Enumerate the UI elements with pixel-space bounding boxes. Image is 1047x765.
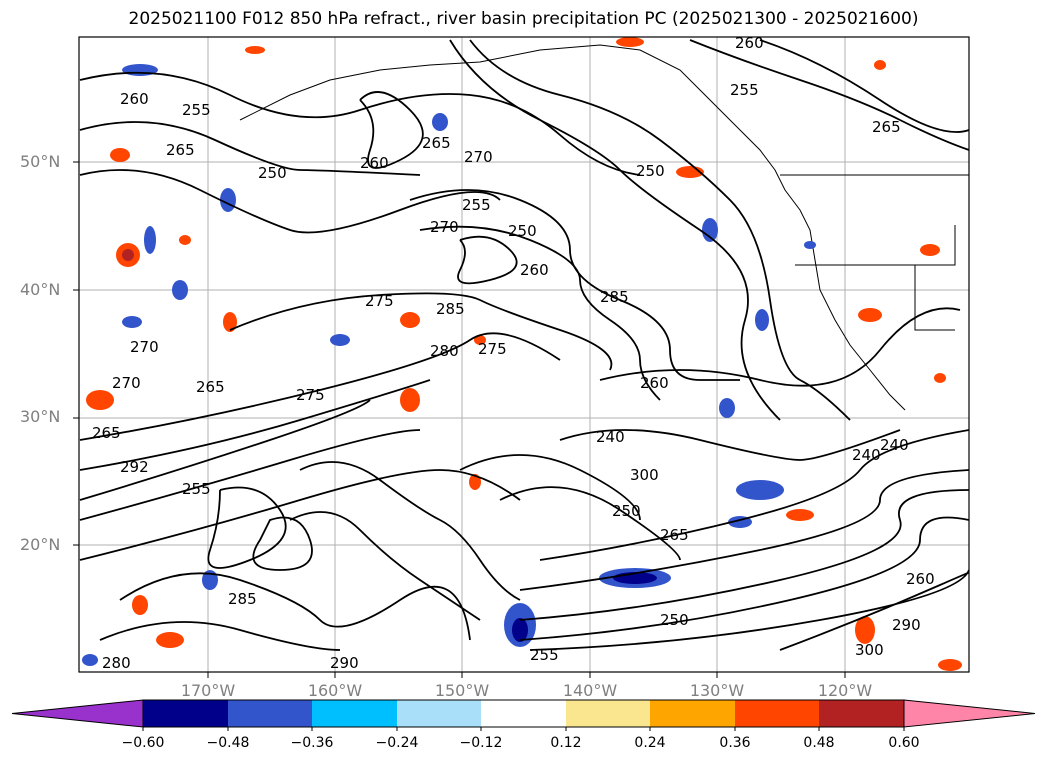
- contour-label: 240: [880, 436, 909, 454]
- colorbar-segment: [312, 700, 397, 727]
- colorbar-extend-max: [903, 699, 1036, 728]
- colorbar: [11, 699, 1036, 731]
- colorbar-tick-label: −0.60: [121, 735, 165, 751]
- contour-label: 260: [906, 570, 935, 588]
- contour-label: 285: [228, 590, 257, 608]
- precip-shading: [82, 37, 962, 671]
- contour-label: 260: [640, 374, 669, 392]
- contour-label: 255: [462, 196, 491, 214]
- map-panel: 260 255 265 250 260 265 270 255 250 270 …: [73, 34, 970, 678]
- lat-label-50n: 50°N: [20, 152, 61, 171]
- contour-label: 280: [430, 342, 459, 360]
- contour-labels: 260 255 265 250 260 265 270 255 250 270 …: [92, 34, 935, 672]
- contour-label: 250: [660, 611, 689, 629]
- colorbar-segment: [566, 700, 650, 727]
- contour-label: 292: [120, 458, 149, 476]
- colorbar-extend-min: [11, 699, 144, 728]
- contour-label: 260: [120, 90, 149, 108]
- colorbar-frame: [142, 699, 905, 728]
- contour-label: 240: [852, 446, 881, 464]
- refractivity-contours: [79, 39, 969, 651]
- contour-label: 255: [530, 646, 559, 664]
- colorbar-tick-label: 0.60: [888, 735, 920, 751]
- colorbar-tick-label: 0.24: [634, 735, 666, 751]
- coastline: [239, 44, 969, 411]
- lat-label-20n: 20°N: [20, 535, 61, 554]
- contour-label: 265: [872, 118, 901, 136]
- contour-label: 260: [360, 154, 389, 172]
- contour-label: 290: [892, 616, 921, 634]
- colorbar-tick-label: 0.48: [803, 735, 835, 751]
- colorbar-tick-label: −0.36: [290, 735, 334, 751]
- contour-label: 270: [112, 374, 141, 392]
- contour-label: 265: [660, 526, 689, 544]
- colorbar-tick-label: −0.48: [206, 735, 250, 751]
- colorbar-segment: [397, 700, 481, 727]
- contour-label: 255: [182, 101, 211, 119]
- lat-label-30n: 30°N: [20, 407, 61, 426]
- colorbar-segment: [819, 700, 904, 727]
- lat-label-40n: 40°N: [20, 280, 61, 299]
- contour-label: 270: [430, 218, 459, 236]
- contour-label: 285: [600, 288, 629, 306]
- lon-label-170w: 170°W: [180, 681, 236, 700]
- contour-label: 275: [296, 386, 325, 404]
- lon-label-130w: 130°W: [689, 681, 745, 700]
- map-title: 2025021100 F012 850 hPa refract., river …: [128, 9, 919, 29]
- gridlines: [79, 37, 969, 672]
- lon-label-150w: 150°W: [434, 681, 490, 700]
- contour-label: 300: [855, 641, 884, 659]
- colorbar-tick-label: −0.24: [375, 735, 419, 751]
- lon-label-120w: 120°W: [817, 681, 873, 700]
- contour-label: 250: [258, 164, 287, 182]
- contour-label: 240: [596, 428, 625, 446]
- contour-label: 265: [166, 141, 195, 159]
- contour-label: 265: [92, 424, 121, 442]
- colorbar-tick-label: −0.12: [459, 735, 503, 751]
- lon-label-140w: 140°W: [562, 681, 618, 700]
- colorbar-tick-label: 0.12: [550, 735, 582, 751]
- colorbar-segment: [650, 700, 735, 727]
- colorbar-segment: [735, 700, 819, 727]
- contour-label: 300: [630, 466, 659, 484]
- contour-label: 285: [436, 300, 465, 318]
- colorbar-tick-label: 0.36: [719, 735, 751, 751]
- contour-label: 270: [130, 338, 159, 356]
- contour-label: 280: [102, 654, 131, 672]
- contour-label: 250: [612, 502, 641, 520]
- contour-label: 255: [730, 81, 759, 99]
- lon-label-160w: 160°W: [307, 681, 363, 700]
- contour-label: 270: [464, 148, 493, 166]
- contour-label: 250: [508, 222, 537, 240]
- contour-label: 255: [182, 480, 211, 498]
- colorbar-segment: [481, 700, 566, 727]
- colorbar-segment: [143, 700, 228, 727]
- contour-label: 265: [422, 134, 451, 152]
- contour-label: 290: [330, 654, 359, 672]
- contour-label: 275: [478, 340, 507, 358]
- contour-label: 250: [636, 162, 665, 180]
- contour-label: 260: [735, 34, 764, 52]
- contour-label: 265: [196, 378, 225, 396]
- contour-label: 275: [365, 292, 394, 310]
- contour-label: 260: [520, 261, 549, 279]
- colorbar-segment: [228, 700, 312, 727]
